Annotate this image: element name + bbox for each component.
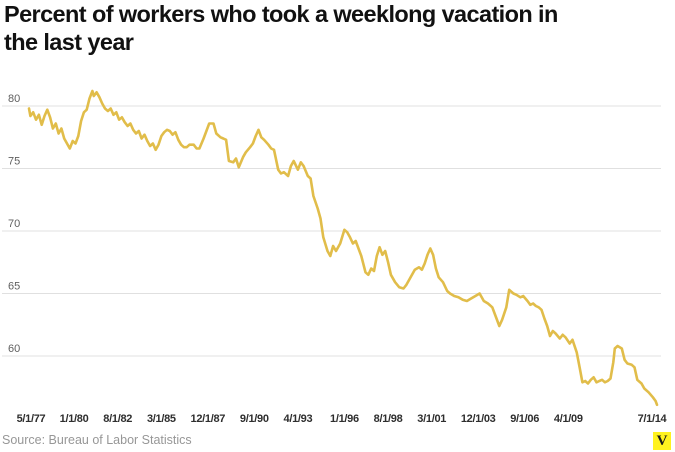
- x-axis-tick-label: 5/1/77: [17, 413, 46, 425]
- x-axis-tick-label: 9/1/06: [510, 413, 539, 425]
- x-axis-tick-label: 1/1/96: [330, 413, 359, 425]
- x-axis-tick-label: 7/1/14: [638, 413, 668, 425]
- x-axis-tick-label: 8/1/98: [374, 413, 403, 425]
- x-axis-tick-label: 3/1/01: [417, 413, 446, 425]
- x-axis-tick-label: 4/1/93: [284, 413, 313, 425]
- x-axis-tick-label: 1/1/80: [60, 413, 89, 425]
- y-axis-tick-label: 60: [8, 343, 20, 355]
- vox-logo-letter: V: [656, 433, 668, 449]
- y-axis-tick-label: 80: [8, 93, 20, 105]
- vacation-percent-line: [27, 89, 659, 407]
- y-axis-tick-label: 65: [8, 281, 20, 293]
- page-title: Percent of workers who took a weeklong v…: [4, 1, 558, 55]
- x-axis-tick-label: 9/1/90: [240, 413, 269, 425]
- source-note: Source: Bureau of Labor Statistics: [2, 433, 192, 447]
- y-axis-tick-label: 75: [8, 156, 20, 168]
- x-axis-tick-label: 8/1/82: [103, 413, 132, 425]
- x-axis-tick-label: 3/1/85: [147, 413, 176, 425]
- x-axis-tick-label: 12/1/87: [191, 413, 226, 425]
- x-axis-tick-label: 12/1/03: [461, 413, 496, 425]
- vox-logo: V: [653, 432, 671, 450]
- y-axis-tick-label: 70: [8, 218, 20, 230]
- x-axis-tick-label: 4/1/09: [554, 413, 583, 425]
